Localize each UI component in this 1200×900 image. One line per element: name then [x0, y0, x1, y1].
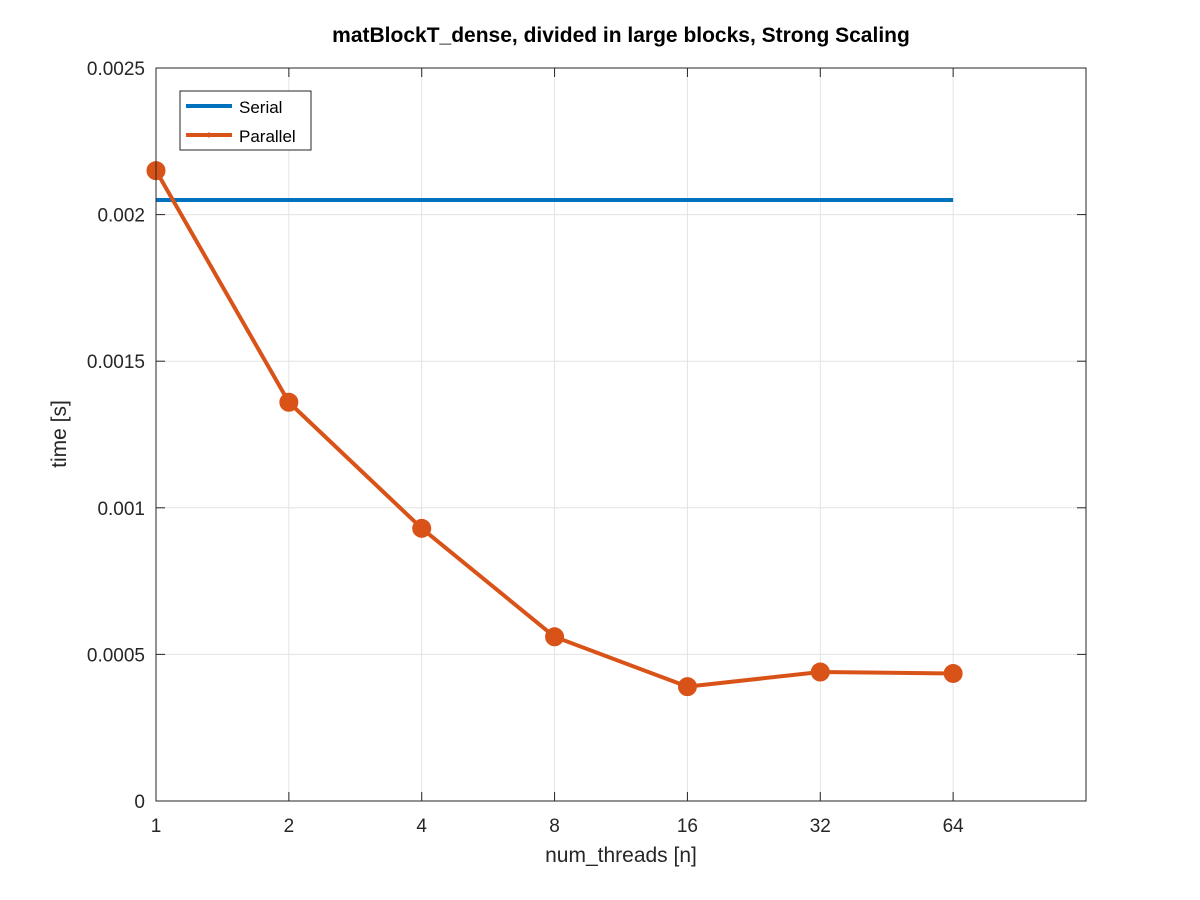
- plot-area: [156, 68, 1086, 801]
- y-tick-label: 0.001: [97, 499, 145, 520]
- legend-marker-parallel: [206, 132, 212, 138]
- x-tick-label: 32: [810, 816, 831, 837]
- legend: Serial Parallel: [179, 90, 312, 151]
- y-tick-label: 0: [134, 792, 145, 813]
- chart-title: matBlockT_dense, divided in large blocks…: [332, 24, 910, 47]
- data-point-parallel: [677, 677, 697, 697]
- legend-label-parallel: Parallel: [239, 127, 296, 146]
- y-tick-label: 0.0015: [87, 352, 145, 373]
- data-point-parallel: [545, 627, 565, 647]
- x-tick-label: 8: [549, 816, 560, 837]
- y-tick-label: 0.002: [97, 206, 145, 227]
- plot-frame: [155, 67, 1087, 802]
- data-point-parallel: [412, 518, 432, 538]
- x-tick-label: 4: [416, 816, 427, 837]
- y-tick-label: 0.0025: [87, 59, 145, 80]
- x-tick-label: 1: [151, 816, 162, 837]
- tick-layer: 1 2 4 8 16 32 64 0 0.0005 0.001 0.0015 0.002 0.0025: [87, 59, 1086, 837]
- legend-label-serial: Serial: [239, 98, 282, 117]
- legend-box: [179, 90, 312, 151]
- x-tick-label: 64: [943, 816, 965, 837]
- data-point-parallel: [279, 392, 299, 412]
- series-layer: [146, 161, 963, 697]
- y-axis-label: time [s]: [48, 400, 71, 468]
- x-tick-label: 2: [284, 816, 295, 837]
- y-tick-label: 0.0005: [87, 645, 145, 666]
- grid-layer: [156, 68, 1086, 801]
- data-point-parallel: [943, 663, 963, 683]
- x-axis-label: num_threads [n]: [545, 844, 697, 867]
- data-point-parallel: [810, 662, 830, 682]
- x-tick-label: 16: [677, 816, 698, 837]
